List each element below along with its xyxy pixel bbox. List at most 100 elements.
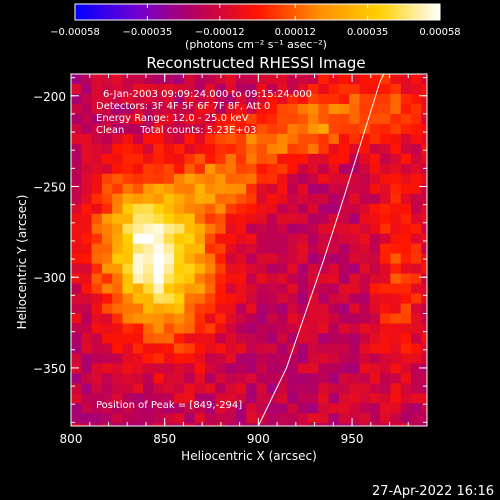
heatmap-cell <box>112 123 124 135</box>
heatmap-cell <box>71 193 82 205</box>
heatmap-cell <box>112 223 124 235</box>
heatmap-cell <box>153 153 165 165</box>
heatmap-cell <box>277 353 289 365</box>
heatmap-cell <box>411 303 422 315</box>
heatmap-cell <box>246 163 258 175</box>
heatmap-cell <box>143 93 155 105</box>
heatmap-cell <box>174 413 185 424</box>
heatmap-cell <box>400 74 412 85</box>
heatmap-cell <box>143 333 155 345</box>
heatmap-cell <box>369 373 381 384</box>
heatmap-cell <box>400 393 412 404</box>
heatmap-cell <box>215 223 227 235</box>
heatmap-cell <box>101 383 113 394</box>
heatmap-cell <box>246 273 258 285</box>
heatmap-cell <box>369 253 381 265</box>
heatmap-cell <box>246 133 258 145</box>
heatmap-cell <box>194 123 206 135</box>
heatmap-cell <box>349 273 361 285</box>
heatmap-cell <box>287 413 299 424</box>
heatmap-cell <box>318 93 330 105</box>
heatmap-cell <box>277 163 289 175</box>
heatmap-cell <box>81 123 93 135</box>
heatmap-cell <box>163 223 175 235</box>
heatmap-cell <box>328 293 340 305</box>
heatmap-cell <box>380 153 392 165</box>
heatmap-cell <box>266 293 278 305</box>
heatmap-cell <box>81 393 93 404</box>
heatmap-cell <box>153 93 165 105</box>
heatmap-cell <box>143 113 155 125</box>
heatmap-cell <box>122 393 134 404</box>
heatmap-cell <box>318 223 330 235</box>
heatmap-cell <box>308 273 319 285</box>
x-tick-label: 900 <box>247 432 270 446</box>
heatmap-cell <box>174 163 185 175</box>
heatmap-cell <box>101 353 113 365</box>
heatmap-cell <box>174 373 185 384</box>
heatmap-cell <box>101 183 113 195</box>
heatmap-cell <box>81 333 93 345</box>
heatmap-cell <box>101 393 113 404</box>
heatmap-cell <box>101 323 113 335</box>
heatmap-cell <box>112 293 124 305</box>
heatmap-cell <box>174 253 185 265</box>
heatmap-cell <box>174 243 185 255</box>
heatmap-cell <box>390 113 402 125</box>
heatmap-cell <box>369 193 381 205</box>
heatmap-cell <box>266 233 278 245</box>
heatmap-cell <box>390 153 402 165</box>
colorbar-tick-label: 0.00012 <box>275 27 316 38</box>
heatmap-cell <box>143 173 155 185</box>
heatmap-cell <box>143 193 155 205</box>
heatmap-cell <box>390 303 402 315</box>
heatmap-cell <box>328 113 340 125</box>
heatmap-cell <box>132 263 144 275</box>
heatmap-cell <box>153 83 165 95</box>
heatmap-cell <box>318 193 330 205</box>
heatmap-cell <box>132 323 144 335</box>
heatmap-cell <box>400 123 412 135</box>
heatmap-cell <box>235 133 247 145</box>
heatmap-cell <box>421 213 427 225</box>
heatmap-cell <box>112 413 124 424</box>
heatmap-cell <box>153 333 165 345</box>
heatmap-cell <box>380 423 392 426</box>
heatmap-cell <box>235 423 247 426</box>
heatmap-cell <box>194 223 206 235</box>
heatmap-cell <box>380 313 392 325</box>
heatmap-cell <box>359 393 371 404</box>
heatmap-cell <box>359 233 371 245</box>
heatmap-cell <box>369 423 381 426</box>
heatmap-cell <box>184 403 196 414</box>
heatmap-cell <box>349 363 361 374</box>
heatmap-cell <box>297 193 309 205</box>
heatmap-cell <box>308 83 319 95</box>
heatmap-cell <box>338 223 350 235</box>
heatmap-cell <box>153 223 165 235</box>
heatmap-cell <box>132 353 144 365</box>
heatmap-cell <box>132 74 144 85</box>
heatmap-cell <box>225 283 237 295</box>
heatmap-cell <box>81 103 93 115</box>
heatmap-cell <box>204 74 216 85</box>
heatmap-cell <box>380 323 392 335</box>
heatmap-cell <box>380 333 392 345</box>
heatmap-cell <box>225 373 237 384</box>
heatmap-cell <box>390 163 402 175</box>
heatmap-cell <box>287 123 299 135</box>
heatmap-cell <box>338 303 350 315</box>
heatmap-cell <box>277 423 289 426</box>
heatmap-cell <box>256 403 268 414</box>
heatmap-cell <box>297 293 309 305</box>
heatmap-cell <box>143 223 155 235</box>
heatmap-cell <box>390 423 402 426</box>
colorbar-gradient <box>74 3 441 21</box>
plot-frame <box>70 73 428 427</box>
heatmap-cell <box>163 93 175 105</box>
heatmap-cell <box>112 163 124 175</box>
heatmap-cell <box>297 303 309 315</box>
heatmap-cell <box>143 283 155 295</box>
heatmap-cell <box>194 273 206 285</box>
heatmap-cell <box>246 113 258 125</box>
